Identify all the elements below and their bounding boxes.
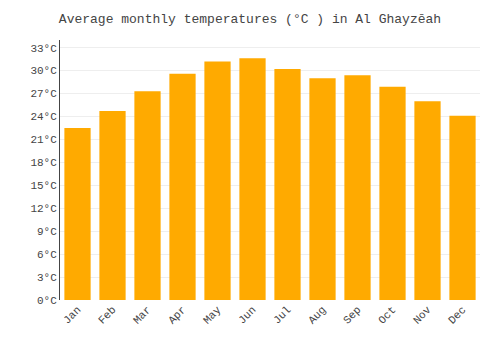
svg-text:Apr: Apr: [166, 304, 188, 326]
svg-text:3°C: 3°C: [37, 272, 57, 284]
svg-text:27°C: 27°C: [30, 88, 57, 100]
svg-text:21°C: 21°C: [30, 134, 57, 146]
svg-text:0°C: 0°C: [37, 295, 57, 307]
svg-text:Dec: Dec: [446, 304, 468, 326]
svg-text:Sep: Sep: [341, 304, 363, 326]
svg-text:Average monthly temperatures (: Average monthly temperatures (°C ) in Al…: [59, 12, 441, 27]
svg-text:Oct: Oct: [376, 304, 398, 326]
svg-text:Aug: Aug: [306, 304, 328, 326]
svg-text:33°C: 33°C: [30, 43, 57, 55]
svg-text:6°C: 6°C: [37, 249, 57, 261]
svg-text:18°C: 18°C: [30, 157, 57, 169]
svg-text:May: May: [201, 304, 224, 327]
svg-text:30°C: 30°C: [30, 65, 57, 77]
svg-text:9°C: 9°C: [37, 226, 57, 238]
svg-text:12°C: 12°C: [30, 203, 57, 215]
svg-text:Jan: Jan: [61, 304, 83, 326]
svg-text:Jul: Jul: [271, 304, 293, 326]
svg-text:Jun: Jun: [236, 304, 258, 326]
svg-text:15°C: 15°C: [30, 180, 57, 192]
svg-text:24°C: 24°C: [30, 111, 57, 123]
svg-text:Feb: Feb: [96, 304, 118, 326]
svg-text:Nov: Nov: [411, 304, 434, 327]
svg-text:Mar: Mar: [131, 304, 153, 326]
